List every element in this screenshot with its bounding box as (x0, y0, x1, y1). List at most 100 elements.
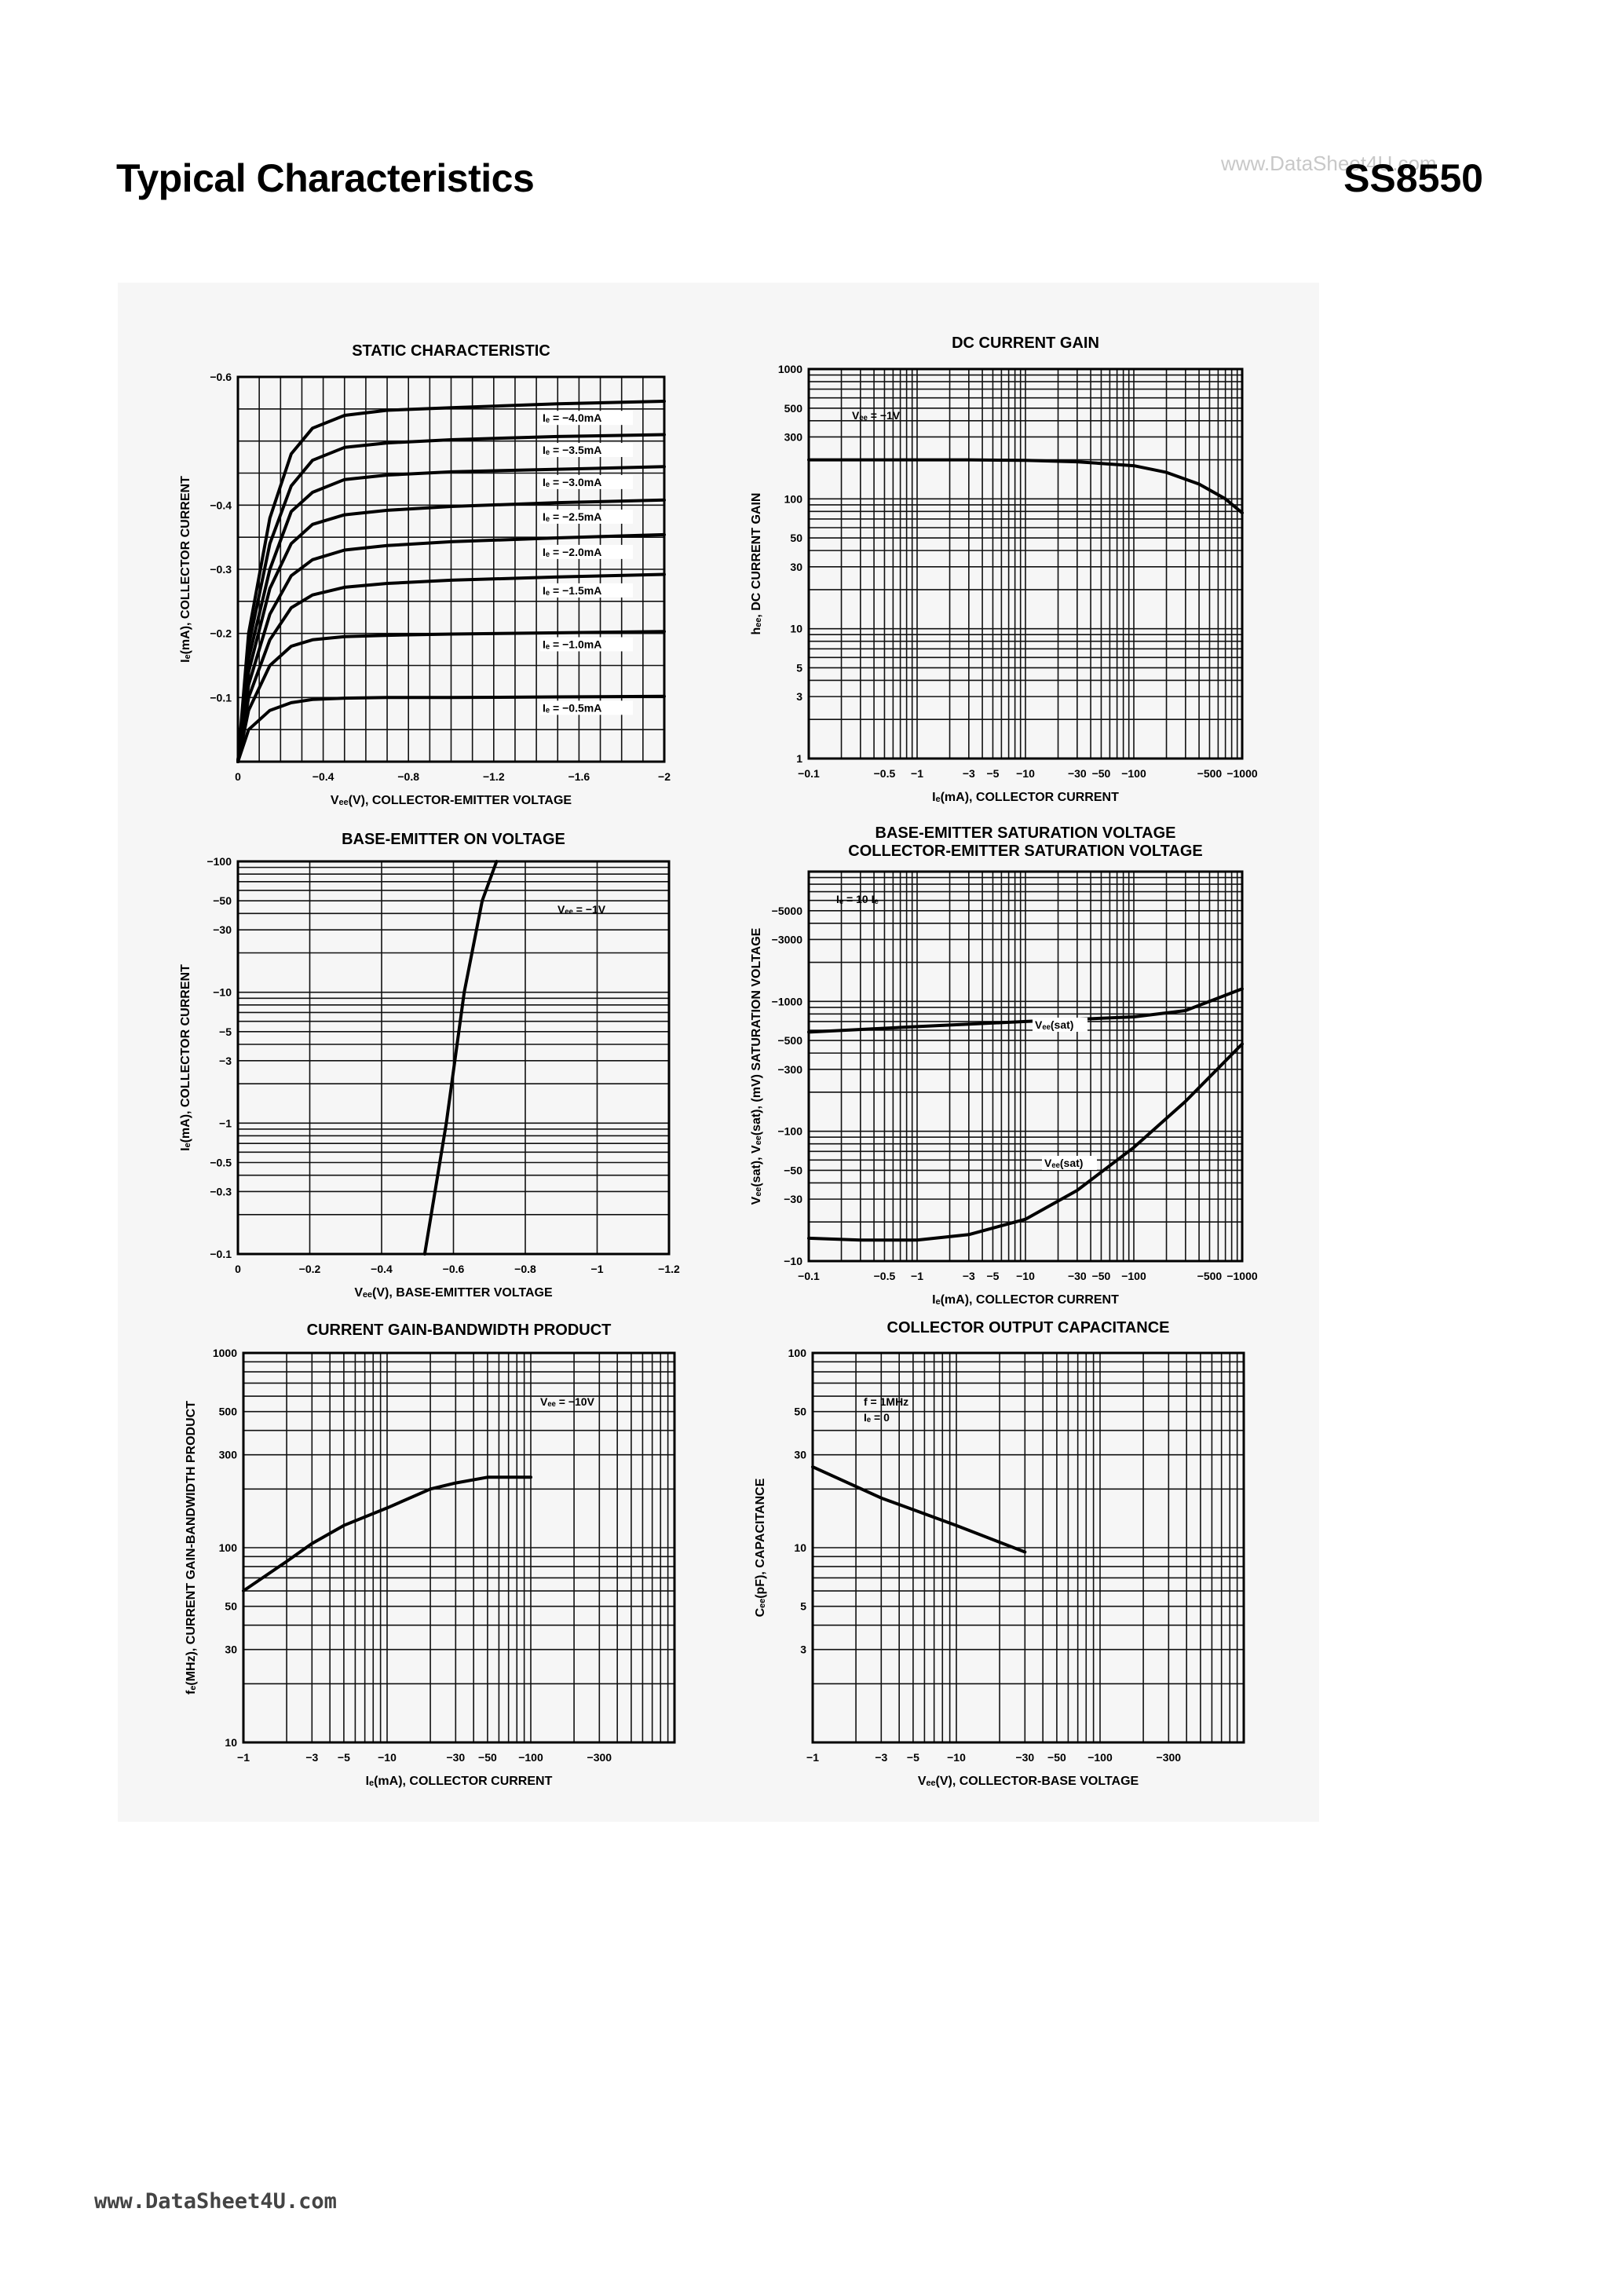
series-line-ft-0 (242, 1475, 532, 1592)
plot-frame (807, 367, 1244, 760)
series-label: Iₑ = −0.5mA (543, 701, 601, 714)
curve-label-bg (540, 509, 633, 524)
x-tick-label: −3 (875, 1751, 887, 1764)
x-tick-label: −1.6 (568, 770, 590, 783)
y-tick-label: 30 (790, 561, 802, 573)
curve-label-bg (540, 474, 633, 489)
series-line-static-0 (236, 400, 666, 763)
y-tick-label: −30 (213, 923, 232, 936)
chart-annotation: Iₑ = 10 Iₑ (836, 893, 879, 905)
y-tick-label: 5 (796, 661, 802, 674)
curve-label-bg (540, 637, 633, 652)
x-tick-label: −1.2 (658, 1263, 680, 1275)
y-tick-label: 100 (784, 492, 803, 505)
series-line-static-3 (236, 498, 666, 763)
x-tick-label: −5 (986, 767, 999, 780)
y-tick-label: 300 (784, 430, 803, 443)
y-tick-label: 50 (794, 1406, 806, 1418)
x-tick-label: −1000 (1226, 767, 1258, 780)
x-tick-label: −0.8 (514, 1263, 536, 1275)
chart-dcgain: DC CURRENT GAIN −0.1 −0.5 −1 −3 −5 −10 −30 −50 −1… (750, 335, 1258, 804)
series-line-static-7 (236, 694, 666, 763)
curve-label-bg (540, 700, 633, 715)
y-tick-label: −0.3 (210, 563, 232, 576)
y-axis-label: fₑ(MHz), CURRENT GAIN-BANDWIDTH PRODUCT (185, 1401, 198, 1695)
y-tick-label: −0.2 (210, 627, 232, 640)
x-tick-label: −1 (911, 767, 923, 780)
curve-label-bg (540, 443, 633, 458)
curve-label-bg (1042, 1156, 1097, 1170)
y-tick-label: −100 (777, 1125, 802, 1138)
y-tick-label: 10 (790, 623, 802, 635)
chart-beon: BASE-EMITTER ON VOLTAGE 0 −0.2 −0.4 −0.6 −0.8… (179, 831, 680, 1300)
x-tick-label: −0.4 (313, 770, 334, 783)
chart-cob: COLLECTOR OUTPUT CAPACITANCE −1 −3 −5 −10 −30… (754, 1319, 1245, 1788)
y-tick-label: 500 (219, 1406, 238, 1418)
x-tick-label: −30 (1068, 1270, 1087, 1282)
curve-label-bg (540, 583, 633, 598)
chart-annotation: f = 1MHz (864, 1395, 908, 1408)
y-tick-label: 50 (225, 1600, 237, 1613)
watermark: www.DataSheet4U.com (1221, 152, 1437, 175)
x-tick-label: −1 (591, 1263, 604, 1275)
x-tick-label: −50 (1092, 1270, 1111, 1282)
chart-title: STATIC CHARACTERISTIC (352, 342, 550, 360)
series-label: Iₑ = −3.5mA (543, 444, 601, 456)
y-tick-label: 10 (794, 1541, 806, 1554)
x-tick-label: −0.4 (371, 1263, 393, 1275)
y-tick-label: −0.3 (210, 1185, 232, 1197)
x-tick-label: −10 (947, 1751, 966, 1764)
series-label: Iₑ = −4.0mA (543, 411, 601, 424)
x-tick-label: −50 (478, 1751, 497, 1764)
x-tick-label: −100 (1087, 1751, 1113, 1764)
plot-frame (236, 375, 666, 763)
x-tick-label: 0 (235, 770, 241, 783)
chart-title: BASE-EMITTER ON VOLTAGE (342, 831, 565, 848)
x-tick-label: −300 (587, 1751, 612, 1764)
y-tick-label: −1000 (772, 995, 803, 1007)
y-tick-label: 100 (788, 1347, 807, 1359)
y-axis-label: hₑₑ, DC CURRENT GAIN (750, 493, 763, 635)
x-tick-label: −5 (986, 1270, 999, 1282)
x-tick-label: −3 (963, 1270, 975, 1282)
chart-sat: BASE-EMITTER SATURATION VOLTAGECOLLECTOR… (750, 824, 1258, 1307)
x-tick-label: −100 (1121, 1270, 1146, 1282)
y-axis-label: Iₑ(mA), COLLECTOR CURRENT (179, 964, 192, 1151)
x-tick-label: −1 (237, 1751, 250, 1764)
x-axis-label: Iₑ(mA), COLLECTOR CURRENT (932, 1293, 1119, 1307)
x-tick-label: −0.2 (299, 1263, 321, 1275)
y-tick-label: −0.1 (210, 1248, 232, 1260)
series-label: Vₑₑ(sat) (1044, 1157, 1083, 1169)
x-tick-label: −500 (1197, 767, 1223, 780)
y-tick-label: −300 (777, 1063, 802, 1076)
y-axis-label: Iₑ(mA), COLLECTOR CURRENT (179, 476, 192, 663)
curve-label-bg (540, 544, 633, 559)
x-tick-label: −30 (446, 1751, 465, 1764)
y-tick-label: 30 (794, 1449, 806, 1461)
y-tick-label: −100 (207, 855, 232, 868)
series-line-cob-0 (811, 1465, 1027, 1554)
series-line-beon-0 (422, 860, 499, 1256)
y-tick-label: −10 (213, 986, 232, 999)
y-tick-label: −5000 (772, 905, 803, 917)
chart-title: DC CURRENT GAIN (952, 335, 1099, 352)
scan-background (118, 283, 1319, 1822)
x-axis-label: Vₑₑ(V), COLLECTOR-BASE VOLTAGE (918, 1775, 1139, 1788)
x-axis-label: Vₑₑ(V), COLLECTOR-EMITTER VOLTAGE (331, 794, 572, 807)
x-tick-label: −0.5 (874, 1270, 896, 1282)
y-tick-label: −10 (784, 1255, 802, 1267)
chart-title: CURRENT GAIN-BANDWIDTH PRODUCT (307, 1322, 612, 1339)
y-tick-label: 100 (219, 1541, 238, 1554)
y-tick-label: −0.6 (210, 371, 232, 383)
y-tick-label: −0.1 (210, 691, 232, 704)
plot-frame (807, 870, 1244, 1263)
x-tick-label: −500 (1197, 1270, 1223, 1282)
x-tick-label: −50 (1047, 1751, 1066, 1764)
series-label: Iₑ = −2.5mA (543, 510, 601, 523)
y-tick-label: −50 (213, 894, 232, 907)
x-axis-label: Iₑ(mA), COLLECTOR CURRENT (366, 1775, 553, 1788)
series-label: Vₑₑ(sat) (1035, 1018, 1073, 1031)
series-line-static-1 (236, 433, 666, 763)
x-tick-label: −10 (1016, 1270, 1035, 1282)
